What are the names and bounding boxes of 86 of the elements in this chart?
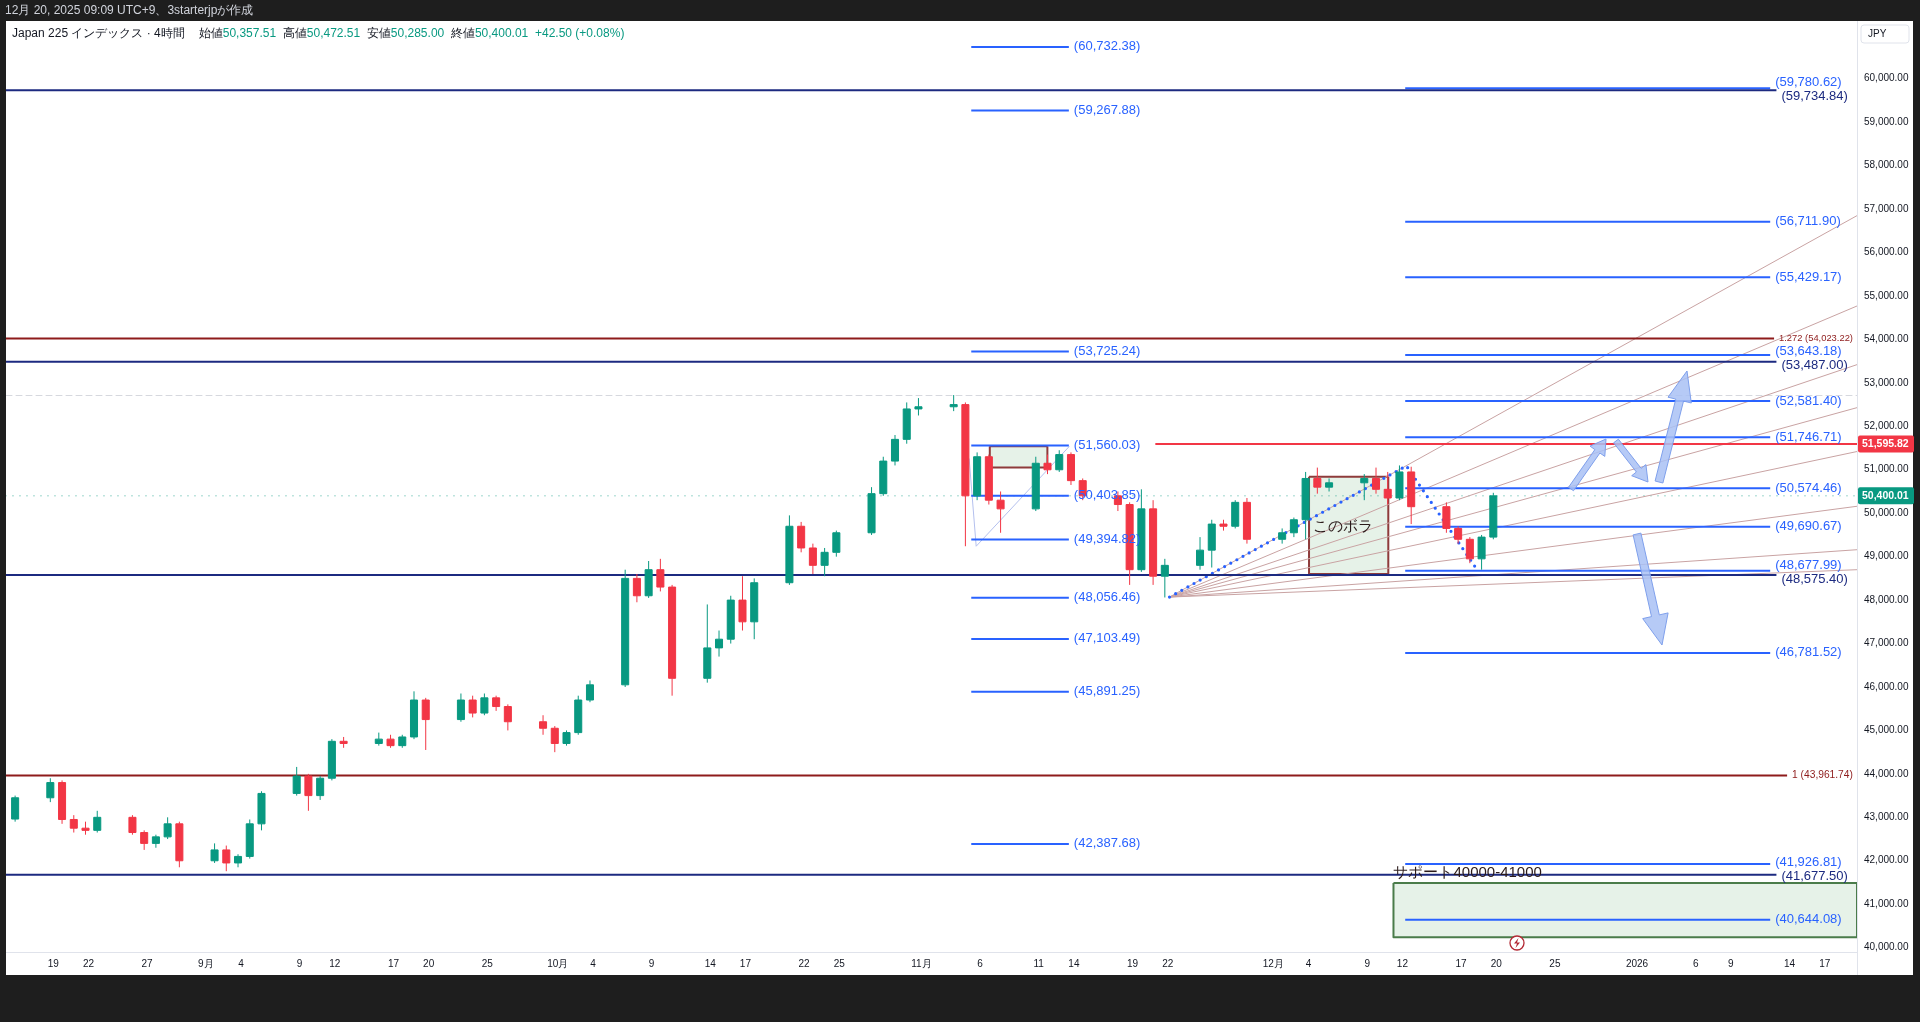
data-label: 51,595.82 xyxy=(1862,437,1909,450)
x-tick-label: 25 xyxy=(833,957,846,969)
y-tick-label: 47,000.00 xyxy=(1864,637,1909,649)
data-label: (48,677.99) xyxy=(1775,557,1842,573)
x-tick-label: 17 xyxy=(739,957,752,969)
x-tick-label: 6 xyxy=(977,957,984,969)
data-label: (55,429.17) xyxy=(1775,268,1842,284)
x-tick-label: 9 xyxy=(296,957,303,969)
y-tick-label: 56,000.00 xyxy=(1864,246,1909,258)
data-label: (53,643.18) xyxy=(1775,342,1842,358)
x-tick-label: 4 xyxy=(238,957,245,969)
x-tick-label: 9 xyxy=(1728,957,1735,969)
y-tick-label: 48,000.00 xyxy=(1864,593,1909,605)
x-tick-label: 14 xyxy=(704,957,717,969)
y-tick-label: 53,000.00 xyxy=(1864,376,1909,388)
text: Japan 225 インデックス · 4時間 xyxy=(12,26,185,41)
y-axis-title: JPY xyxy=(1868,28,1887,40)
y-tick-label: 42,000.00 xyxy=(1864,854,1909,866)
y-tick-label: 52,000.00 xyxy=(1864,419,1909,431)
x-tick-label: 22 xyxy=(82,957,95,969)
x-tick-label: 14 xyxy=(1068,957,1080,969)
data-label: (52,581.40) xyxy=(1775,392,1842,408)
y-tick-label: 41,000.00 xyxy=(1864,897,1909,909)
text: 12月 20, 2025 09:09 UTC+9、3starterjpが作成 xyxy=(5,3,254,18)
x-tick-label: 25 xyxy=(481,957,494,969)
data-label: (41,926.81) xyxy=(1775,853,1842,869)
x-tick-label: 4 xyxy=(1305,957,1312,969)
y-tick-label: 40,000.00 xyxy=(1864,941,1909,953)
x-tick-label: 17 xyxy=(1455,957,1468,969)
x-tick-label: 25 xyxy=(1549,957,1561,969)
y-tick-label: 57,000.00 xyxy=(1864,202,1909,214)
x-tick-label: 10月 xyxy=(547,957,569,969)
y-tick-label: 45,000.00 xyxy=(1864,724,1909,736)
data-label: (50,574.46) xyxy=(1775,479,1842,495)
data-label: (45,891.25) xyxy=(1073,683,1141,699)
x-tick-label: 12 xyxy=(329,957,341,969)
y-tick-label: 54,000.00 xyxy=(1864,333,1909,345)
y-tick-label: 51,000.00 xyxy=(1864,463,1909,475)
y-tick-label: 50,000.00 xyxy=(1864,506,1909,518)
data-label: (48,056.46) xyxy=(1073,589,1141,605)
ref-line-label: 50,400.01 xyxy=(1862,489,1909,502)
data-label: (56,711.90) xyxy=(1775,213,1841,229)
x-tick-label: 22 xyxy=(1162,957,1174,969)
data-label: 1 (43,961.74) xyxy=(1792,769,1853,781)
x-tick-label: 19 xyxy=(47,957,60,969)
data-label: (46,781.52) xyxy=(1775,644,1842,660)
x-tick-label: 9月 xyxy=(197,957,214,969)
x-tick-label: 14 xyxy=(1783,957,1796,969)
y-tick-label: 44,000.00 xyxy=(1864,767,1909,779)
x-tick-label: 12月 xyxy=(1262,957,1284,969)
annotation: このボラ xyxy=(1313,517,1374,535)
x-tick-label: 2026 xyxy=(1625,957,1649,969)
x-tick-label: 11 xyxy=(1033,957,1045,969)
data-label: (51,746.71) xyxy=(1775,428,1842,444)
x-tick-label: 17 xyxy=(387,957,400,969)
data-label: (49,690.67) xyxy=(1775,518,1842,534)
x-tick-label: 19 xyxy=(1127,957,1139,969)
data-label: (51,560.03) xyxy=(1073,436,1141,452)
y-tick-label: 55,000.00 xyxy=(1864,289,1909,301)
data-label: (59,780.62) xyxy=(1775,73,1842,89)
text: 始値50,357.51 高値50,472.51 安値50,285.00 終値50,400.01 +42.50 (+0.08%) xyxy=(198,26,625,41)
data-label: (40,644.08) xyxy=(1775,911,1842,927)
x-tick-label: 20 xyxy=(1490,957,1503,969)
x-tick-label: 11月 xyxy=(911,957,932,969)
data-label: 1.272 (54,023.22) xyxy=(1779,332,1853,343)
x-tick-label: 22 xyxy=(798,957,811,969)
x-tick-label: 9 xyxy=(648,957,655,969)
x-tick-label: 17 xyxy=(1819,957,1831,969)
y-tick-label: 49,000.00 xyxy=(1864,550,1909,562)
data-label: (53,725.24) xyxy=(1073,342,1141,358)
x-tick-label: 27 xyxy=(141,957,154,969)
x-tick-label: 12 xyxy=(1396,957,1409,969)
y-tick-label: 59,000.00 xyxy=(1864,115,1909,127)
data-label: (48,575.40) xyxy=(1781,571,1848,587)
data-label: (59,267.88) xyxy=(1073,102,1141,118)
x-tick-label: 4 xyxy=(590,957,597,969)
y-tick-label: 46,000.00 xyxy=(1864,680,1909,692)
y-tick-label: 60,000.00 xyxy=(1864,72,1909,84)
data-label: (42,387.68) xyxy=(1073,835,1141,851)
x-tick-label: 9 xyxy=(1364,957,1371,969)
x-tick-label: 20 xyxy=(423,957,435,969)
data-label: (60,732.38) xyxy=(1073,38,1141,54)
y-tick-label: 58,000.00 xyxy=(1864,159,1909,171)
y-tick-label: 43,000.00 xyxy=(1864,810,1909,822)
data-label: (47,103.49) xyxy=(1073,630,1141,646)
x-tick-label: 6 xyxy=(1692,957,1699,969)
